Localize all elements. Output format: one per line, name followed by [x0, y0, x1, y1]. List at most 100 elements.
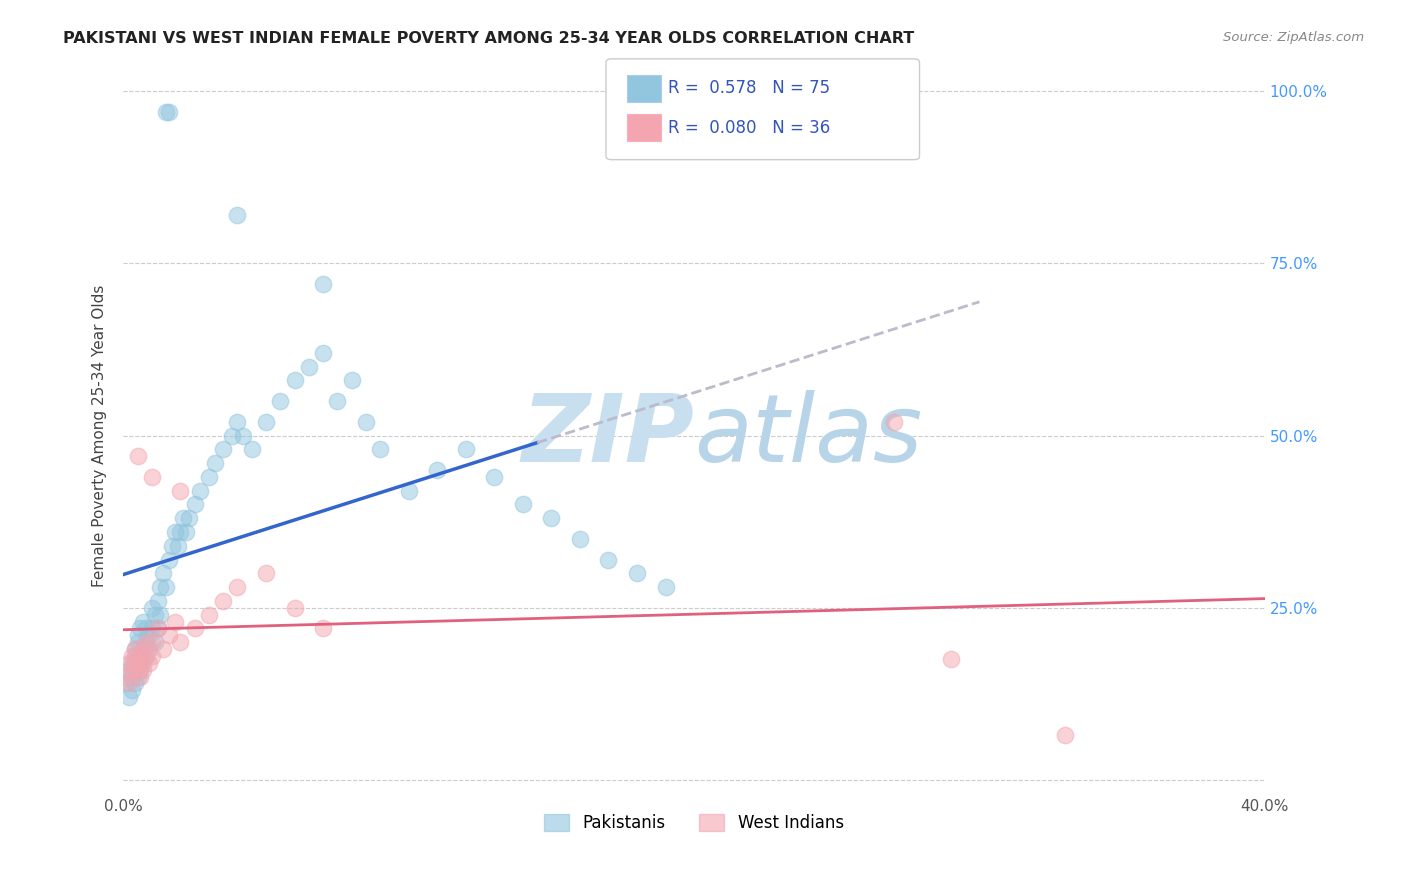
Point: [312, 277, 335, 291]
Point: [141, 648, 163, 663]
Point: [398, 483, 420, 498]
Point: [118, 676, 141, 690]
Point: [160, 539, 183, 553]
Point: [129, 621, 152, 635]
Legend: Pakistanis, West Indians: Pakistanis, West Indians: [537, 807, 851, 839]
Point: [127, 635, 149, 649]
Point: [368, 442, 391, 457]
Point: [121, 648, 143, 663]
Point: [118, 663, 141, 677]
Point: [132, 642, 155, 657]
Point: [169, 635, 191, 649]
Point: [254, 415, 277, 429]
Point: [163, 524, 186, 539]
Point: [283, 600, 305, 615]
Point: [157, 104, 180, 119]
Point: [118, 690, 141, 705]
Point: [155, 104, 177, 119]
Text: ZIP: ZIP: [522, 390, 695, 482]
Point: [283, 374, 305, 388]
Point: [226, 415, 249, 429]
Point: [157, 552, 180, 566]
Point: [654, 580, 676, 594]
Point: [183, 621, 205, 635]
Point: [166, 539, 188, 553]
Point: [143, 607, 166, 622]
Point: [212, 442, 235, 457]
Point: [121, 656, 143, 670]
Point: [183, 498, 205, 512]
Point: [226, 208, 249, 222]
Point: [198, 470, 221, 484]
Point: [204, 456, 226, 470]
Point: [326, 394, 349, 409]
Point: [174, 524, 197, 539]
Point: [240, 442, 263, 457]
Point: [135, 635, 157, 649]
Point: [129, 670, 152, 684]
Point: [129, 663, 152, 677]
Point: [152, 642, 174, 657]
Point: [124, 642, 146, 657]
Text: Source: ZipAtlas.com: Source: ZipAtlas.com: [1223, 31, 1364, 45]
Point: [141, 635, 163, 649]
Text: R =  0.080   N = 36: R = 0.080 N = 36: [668, 119, 830, 136]
Point: [354, 415, 377, 429]
Point: [254, 566, 277, 581]
Point: [127, 648, 149, 663]
Point: [129, 648, 152, 663]
Point: [135, 635, 157, 649]
Point: [146, 621, 169, 635]
Point: [141, 621, 163, 635]
Point: [212, 594, 235, 608]
Point: [312, 621, 335, 635]
Point: [163, 615, 186, 629]
Point: [135, 648, 157, 663]
Point: [124, 656, 146, 670]
Point: [152, 566, 174, 581]
Point: [426, 463, 449, 477]
Point: [340, 374, 363, 388]
Point: [127, 628, 149, 642]
Point: [121, 663, 143, 677]
Point: [226, 580, 249, 594]
Point: [146, 594, 169, 608]
Point: [269, 394, 291, 409]
Point: [177, 511, 200, 525]
Point: [115, 670, 138, 684]
Point: [135, 648, 157, 663]
Point: [568, 532, 591, 546]
Point: [135, 621, 157, 635]
Point: [138, 642, 160, 657]
Point: [540, 511, 562, 525]
Point: [121, 683, 143, 698]
Point: [198, 607, 221, 622]
Point: [127, 663, 149, 677]
Point: [132, 663, 155, 677]
Point: [169, 483, 191, 498]
Point: [1054, 728, 1077, 742]
Point: [124, 663, 146, 677]
Point: [138, 656, 160, 670]
Point: [626, 566, 648, 581]
Point: [146, 621, 169, 635]
Point: [127, 449, 149, 463]
Point: [172, 511, 194, 525]
Point: [129, 656, 152, 670]
Point: [141, 600, 163, 615]
Point: [141, 470, 163, 484]
Point: [124, 676, 146, 690]
Point: [939, 652, 962, 666]
Point: [598, 552, 620, 566]
Point: [221, 428, 243, 442]
Point: [454, 442, 477, 457]
Point: [157, 628, 180, 642]
Point: [127, 656, 149, 670]
Point: [312, 346, 335, 360]
Point: [143, 635, 166, 649]
Point: [232, 428, 254, 442]
Text: atlas: atlas: [695, 390, 922, 481]
Point: [132, 656, 155, 670]
Point: [149, 580, 172, 594]
Point: [121, 670, 143, 684]
